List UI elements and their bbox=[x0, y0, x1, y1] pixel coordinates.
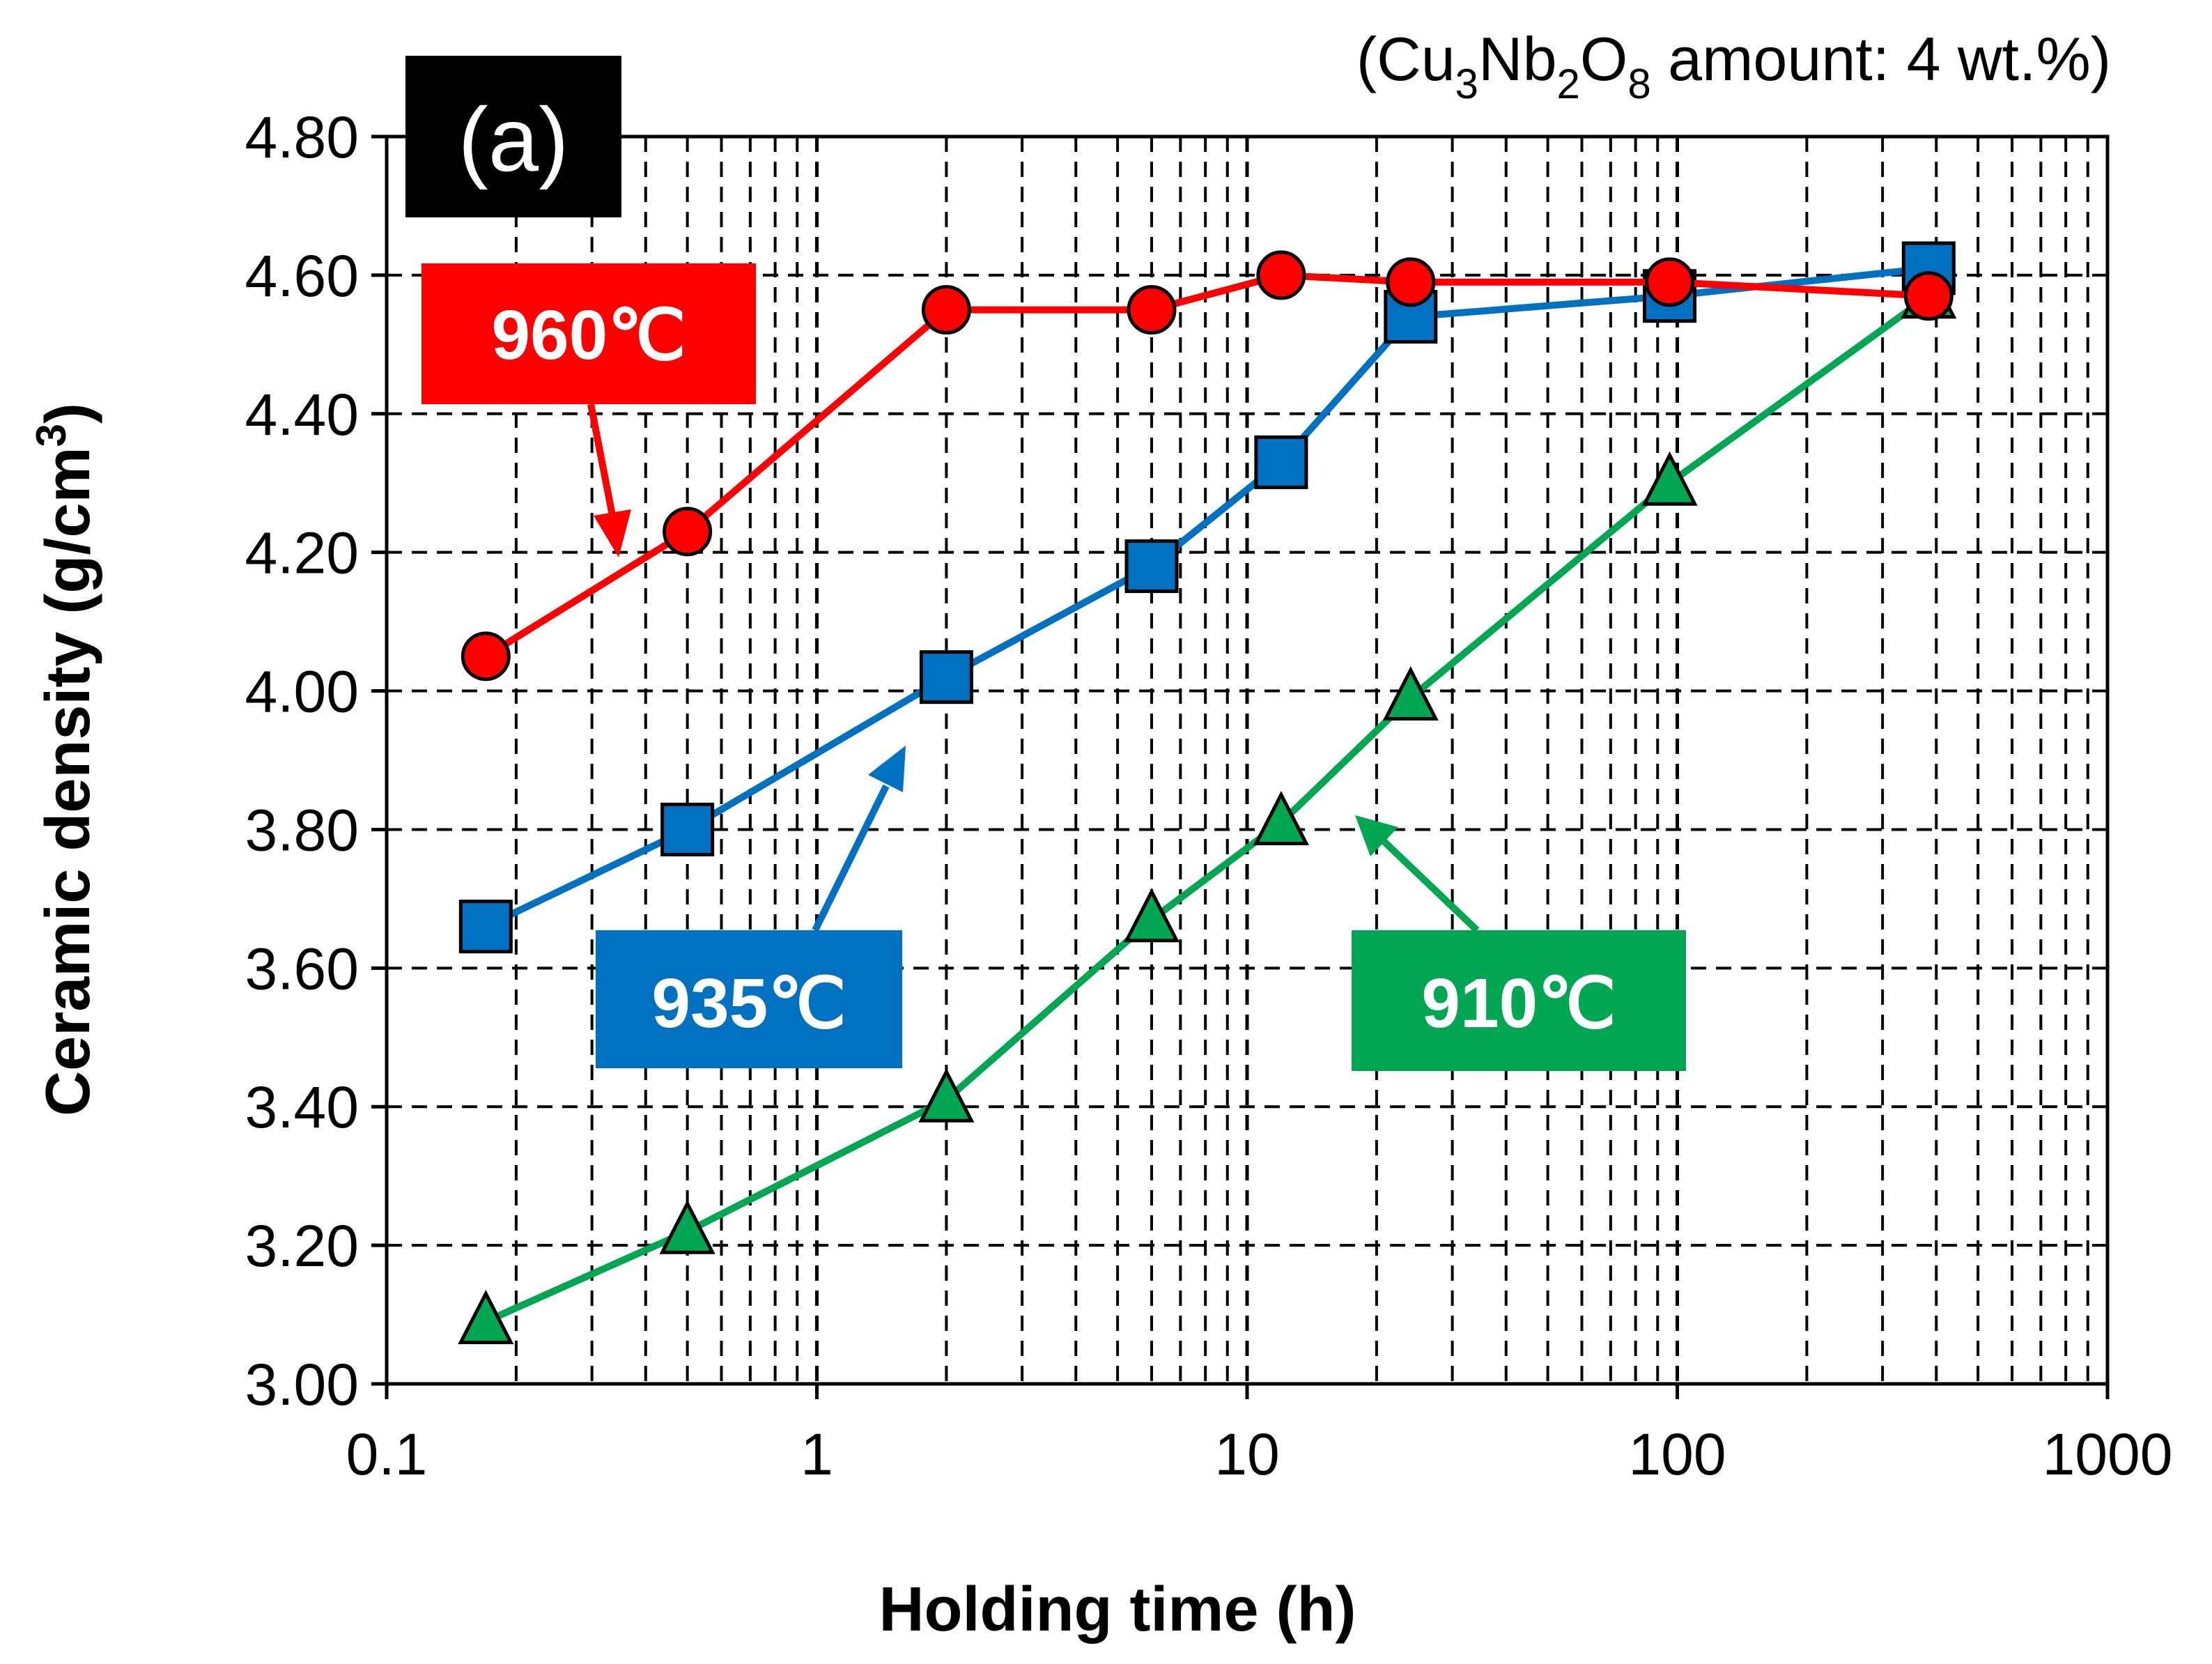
grid bbox=[371, 134, 2110, 1399]
callout-960-box bbox=[421, 263, 756, 404]
y-tick-label: 3.00 bbox=[245, 1352, 359, 1417]
composition-note: (Cu3Nb2O8 amount: 4 wt.%) bbox=[1356, 24, 2111, 107]
x-tick-label: 1000 bbox=[2043, 1422, 2173, 1487]
x-tick-label: 10 bbox=[1214, 1422, 1279, 1487]
callout-910-box bbox=[1352, 930, 1686, 1071]
x-axis-title: Holding time (h) bbox=[879, 1575, 1356, 1644]
data-point bbox=[1124, 539, 1179, 594]
data-point bbox=[663, 507, 713, 557]
callout-960-arrow-line bbox=[587, 403, 617, 520]
note-mid-1: Nb bbox=[1478, 24, 1557, 93]
series-circle bbox=[461, 250, 1954, 681]
series-line bbox=[484, 271, 1929, 660]
note-sub-2: 2 bbox=[1557, 61, 1580, 107]
x-tick-labels: 0.1 1 10 100 1000 bbox=[346, 1422, 2173, 1487]
data-point bbox=[458, 900, 513, 954]
y-tick-label: 4.60 bbox=[245, 243, 359, 309]
y-tick-labels: 3.00 3.20 3.40 3.60 3.80 4.00 4.20 4.40 4.60 4.80 bbox=[245, 105, 359, 1417]
data-point bbox=[1123, 888, 1180, 943]
note-mid-2: O bbox=[1580, 24, 1627, 93]
data-point bbox=[458, 1290, 514, 1344]
callout-935-box bbox=[596, 930, 902, 1068]
data-point bbox=[461, 631, 511, 681]
x-tick-label: 0.1 bbox=[346, 1422, 428, 1487]
y-tick-label: 3.60 bbox=[245, 936, 359, 1001]
note-suffix: amount: 4 wt.%) bbox=[1651, 24, 2111, 93]
data-point bbox=[660, 802, 715, 856]
note-prefix: (Cu bbox=[1356, 24, 1455, 93]
y-tick-label: 3.40 bbox=[245, 1074, 359, 1140]
callout-935-arrowhead bbox=[868, 746, 906, 792]
y-tick-label: 4.80 bbox=[245, 105, 359, 170]
y-axis-title-close: ) bbox=[33, 403, 103, 424]
data-point bbox=[1645, 257, 1695, 307]
panel-label-box bbox=[405, 56, 621, 217]
y-tick-label: 4.00 bbox=[245, 659, 359, 725]
data-point bbox=[1641, 451, 1698, 506]
y-tick-label: 3.80 bbox=[245, 797, 359, 863]
x-tick-label: 1 bbox=[801, 1422, 833, 1487]
data-point bbox=[1903, 271, 1954, 321]
series-layer bbox=[458, 241, 1957, 1344]
callout-910-label: 910℃ bbox=[1421, 964, 1616, 1042]
data-point bbox=[659, 1199, 716, 1254]
y-axis-title-sup: 3 bbox=[28, 424, 75, 447]
callout-960-label: 960℃ bbox=[491, 296, 686, 374]
y-tick-label: 4.40 bbox=[245, 382, 359, 447]
data-point bbox=[1382, 666, 1439, 721]
series-line bbox=[484, 293, 1931, 1325]
data-point bbox=[1253, 791, 1309, 845]
panel-label: (a) bbox=[458, 88, 569, 190]
y-axis-title: Ceramic density (g/cm3) bbox=[28, 403, 103, 1116]
note-sub-3: 8 bbox=[1627, 61, 1650, 107]
note-sub-1: 3 bbox=[1455, 61, 1478, 107]
callout-935-arrow-line bbox=[812, 784, 890, 932]
y-tick-label: 4.20 bbox=[245, 521, 359, 586]
data-point bbox=[1256, 250, 1306, 300]
x-tick-label: 100 bbox=[1628, 1422, 1726, 1487]
y-axis-title-main: Ceramic density (g/cm bbox=[33, 447, 103, 1116]
series-line bbox=[484, 264, 1929, 930]
data-point bbox=[1254, 435, 1308, 489]
plot-frame bbox=[385, 134, 2110, 1386]
y-tick-label: 3.20 bbox=[245, 1213, 359, 1279]
callout-960-arrowhead bbox=[594, 509, 631, 557]
data-point bbox=[921, 285, 971, 335]
callout-935-label: 935℃ bbox=[651, 964, 846, 1042]
callout-910-arrowhead bbox=[1355, 815, 1398, 856]
data-point bbox=[919, 650, 973, 704]
callout-910-arrow-line bbox=[1382, 839, 1480, 933]
data-point bbox=[1127, 285, 1177, 335]
data-point bbox=[918, 1068, 975, 1123]
data-point bbox=[1386, 257, 1436, 307]
